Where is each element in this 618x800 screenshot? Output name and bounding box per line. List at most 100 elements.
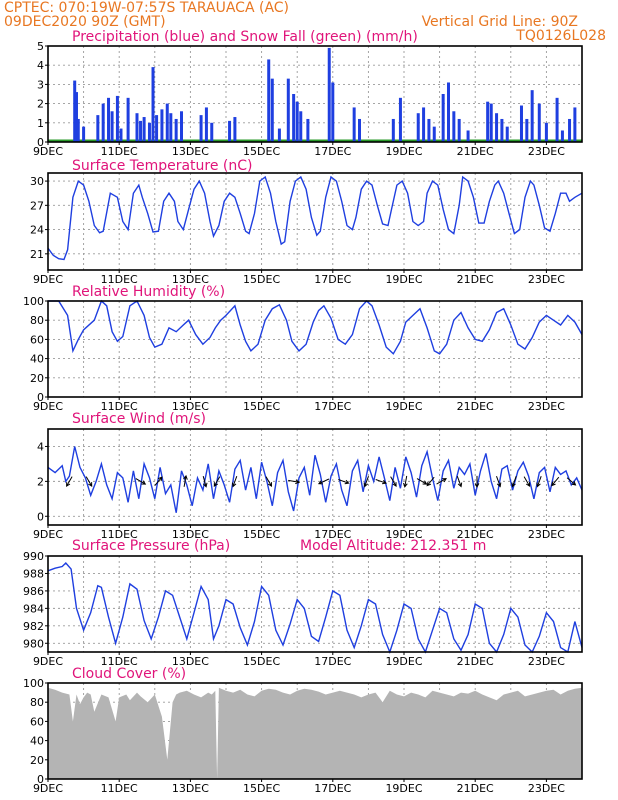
precip-bar bbox=[422, 107, 426, 142]
y-tick-label: 0 bbox=[37, 510, 44, 523]
wind-arrow bbox=[231, 476, 238, 488]
wind-arrow bbox=[265, 476, 273, 488]
wind-arrow bbox=[416, 478, 428, 485]
y-tick-label: 20 bbox=[30, 754, 44, 767]
precip-bar bbox=[155, 115, 159, 142]
x-tick-label: 21DEC bbox=[457, 273, 494, 286]
precip-bar bbox=[452, 111, 456, 142]
y-tick-label: 0 bbox=[37, 773, 44, 786]
precip-bar bbox=[228, 120, 232, 142]
x-tick-label: 23DEC bbox=[528, 528, 565, 541]
y-tick-label: 3 bbox=[37, 78, 44, 91]
wind-arrow bbox=[317, 478, 330, 485]
precip-bar bbox=[416, 113, 420, 142]
plot-layer: 0 2 4 9DEC 11DEC 13DEC 15DEC 17DEC 19DEC 21DEC 23D… bbox=[33, 429, 583, 541]
precip-bar bbox=[457, 118, 461, 142]
y-tick-label: 2 bbox=[37, 475, 44, 488]
precip-bar bbox=[270, 78, 274, 142]
precip-bar bbox=[147, 122, 151, 142]
x-tick-label: 19DEC bbox=[385, 782, 422, 795]
x-tick-label: 9DEC bbox=[33, 655, 63, 668]
x-tick-label: 17DEC bbox=[314, 782, 351, 795]
panel-title: Surface Temperature (nC) bbox=[72, 158, 253, 174]
panel-precip: Precipitation (blue) and Snow Fall (gree… bbox=[33, 29, 583, 158]
x-tick-label: 23DEC bbox=[528, 273, 565, 286]
precip-bar bbox=[73, 80, 77, 142]
x-tick-label: 13DEC bbox=[172, 273, 209, 286]
precip-bar bbox=[74, 92, 78, 142]
panel-cloud: Cloud Cover (%) 0 20 40 60 80 100 9DEC 11DEC 13D… bbox=[23, 666, 583, 795]
y-tick-label: 990 bbox=[23, 550, 44, 563]
x-tick-label: 13DEC bbox=[172, 782, 209, 795]
x-tick-label: 21DEC bbox=[457, 655, 494, 668]
panel-title: Relative Humidity (%) bbox=[72, 284, 225, 300]
x-tick-label: 19DEC bbox=[385, 145, 422, 158]
precip-bar bbox=[500, 118, 504, 142]
y-tick-label: 4 bbox=[37, 440, 44, 453]
y-tick-label: 40 bbox=[30, 735, 44, 748]
precip-bar bbox=[447, 82, 450, 142]
y-tick-label: 24 bbox=[30, 224, 44, 237]
precip-bar bbox=[233, 117, 237, 142]
precip-bar bbox=[174, 118, 178, 142]
wind-arrow bbox=[403, 475, 408, 488]
precip-bar bbox=[142, 117, 146, 142]
wind-arrow bbox=[66, 476, 73, 488]
precip-bar bbox=[537, 103, 541, 142]
x-tick-label: 19DEC bbox=[385, 400, 422, 413]
panel-rh: Relative Humidity (%) 0 20 40 60 80 100 9DEC 11… bbox=[23, 284, 583, 413]
precip-bar bbox=[210, 122, 214, 142]
y-tick-label: 988 bbox=[23, 567, 44, 580]
y-tick-label: 20 bbox=[30, 372, 44, 385]
wind-arrow bbox=[135, 478, 147, 485]
y-tick-label: 21 bbox=[30, 248, 44, 261]
model-altitude-label: Model Altitude: 212.351 m bbox=[300, 538, 486, 554]
wind-arrow bbox=[363, 476, 369, 488]
plot-frame bbox=[47, 682, 583, 780]
precip-bar bbox=[151, 67, 155, 142]
header-run-id: TQ0126L028 bbox=[515, 28, 606, 44]
plot-layer: 0 20 40 60 80 100 9DEC 11DEC 13DEC 15DEC 17DEC 19DE… bbox=[23, 677, 582, 795]
series-line bbox=[48, 299, 583, 355]
wind-arrow bbox=[551, 476, 560, 487]
y-tick-label: 982 bbox=[23, 620, 44, 633]
x-tick-label: 17DEC bbox=[314, 528, 351, 541]
y-tick-label: 60 bbox=[30, 715, 44, 728]
x-tick-label: 23DEC bbox=[528, 782, 565, 795]
precip-bar bbox=[169, 113, 173, 142]
x-tick-label: 15DEC bbox=[243, 273, 280, 286]
precip-bar bbox=[391, 118, 395, 142]
series-line bbox=[47, 446, 583, 513]
precip-bar bbox=[555, 97, 559, 142]
plot-frame bbox=[47, 45, 583, 143]
x-tick-label: 19DEC bbox=[385, 655, 422, 668]
precip-bar bbox=[519, 105, 523, 142]
precip-bar bbox=[560, 130, 564, 142]
panel-wind: Surface Wind (m/s) 0 2 4 9DEC 11DEC 13DEC 15DE… bbox=[33, 411, 583, 541]
x-tick-label: 11DEC bbox=[101, 273, 138, 286]
wind-arrow bbox=[426, 476, 435, 487]
plot-layer: 0 1 2 3 4 5 9DEC 11DEC 13DEC 15DEC 17DEC 19DEC 21DEC… bbox=[33, 40, 582, 158]
precip-bar bbox=[358, 118, 361, 142]
precip-bar bbox=[441, 94, 445, 142]
wind-arrow bbox=[183, 474, 188, 487]
y-tick-label: 80 bbox=[30, 696, 44, 709]
precip-bar bbox=[573, 107, 577, 142]
x-tick-label: 23DEC bbox=[528, 145, 565, 158]
precip-bar bbox=[126, 97, 130, 142]
plot-frame bbox=[47, 300, 583, 398]
plot-layer: 21 24 27 30 9DEC 11DEC 13DEC 15DEC 17DEC 19DEC 21D… bbox=[30, 173, 583, 286]
precip-bar bbox=[489, 103, 493, 142]
panel-pres: Surface Pressure (hPa) Model Altitude: 2… bbox=[23, 538, 583, 668]
series-line bbox=[47, 175, 583, 261]
x-tick-label: 9DEC bbox=[33, 400, 63, 413]
y-tick-label: 40 bbox=[30, 353, 44, 366]
precip-bar bbox=[110, 111, 114, 142]
y-tick-label: 80 bbox=[30, 314, 44, 327]
panel-title: Surface Wind (m/s) bbox=[72, 411, 206, 427]
wind-arrow bbox=[436, 478, 447, 485]
precip-bar bbox=[139, 120, 143, 142]
y-tick-label: 30 bbox=[30, 175, 44, 188]
precip-bar bbox=[199, 115, 203, 142]
